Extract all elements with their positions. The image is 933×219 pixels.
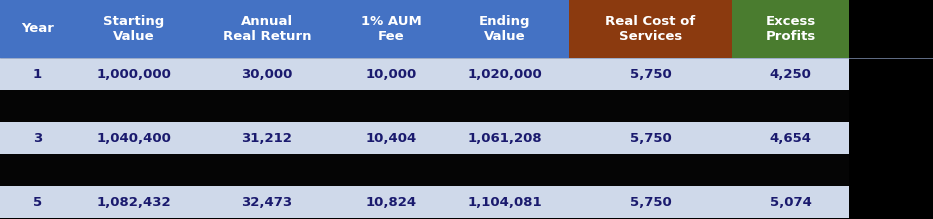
Text: 3: 3 — [33, 131, 42, 145]
FancyBboxPatch shape — [0, 122, 75, 154]
Text: Ending
Value: Ending Value — [480, 15, 531, 43]
Text: 1,061,208: 1,061,208 — [467, 131, 542, 145]
Text: Annual
Real Return: Annual Real Return — [223, 15, 312, 43]
Text: Real Cost of
Services: Real Cost of Services — [606, 15, 696, 43]
Text: 4,654: 4,654 — [770, 131, 812, 145]
FancyBboxPatch shape — [75, 58, 193, 90]
FancyBboxPatch shape — [341, 186, 441, 218]
Text: 5: 5 — [33, 196, 42, 208]
Text: 5,750: 5,750 — [630, 131, 672, 145]
Text: 30,000: 30,000 — [242, 67, 293, 81]
Text: 10,824: 10,824 — [366, 196, 416, 208]
FancyBboxPatch shape — [193, 154, 341, 186]
FancyBboxPatch shape — [732, 186, 849, 218]
Text: 1,000,000: 1,000,000 — [96, 67, 172, 81]
Text: Year: Year — [21, 23, 54, 35]
Text: 1,104,081: 1,104,081 — [467, 196, 542, 208]
FancyBboxPatch shape — [75, 154, 193, 186]
FancyBboxPatch shape — [441, 58, 569, 90]
FancyBboxPatch shape — [441, 122, 569, 154]
FancyBboxPatch shape — [732, 90, 849, 122]
FancyBboxPatch shape — [569, 122, 732, 154]
FancyBboxPatch shape — [732, 58, 849, 90]
Text: 10,404: 10,404 — [366, 131, 417, 145]
Text: 10,000: 10,000 — [366, 67, 417, 81]
FancyBboxPatch shape — [75, 90, 193, 122]
Text: 5,074: 5,074 — [770, 196, 812, 208]
FancyBboxPatch shape — [193, 58, 341, 90]
FancyBboxPatch shape — [193, 122, 341, 154]
Text: 5,750: 5,750 — [630, 196, 672, 208]
FancyBboxPatch shape — [341, 58, 441, 90]
FancyBboxPatch shape — [0, 0, 75, 58]
Text: 4,250: 4,250 — [770, 67, 812, 81]
Text: Starting
Value: Starting Value — [104, 15, 164, 43]
FancyBboxPatch shape — [732, 122, 849, 154]
Text: 31,212: 31,212 — [242, 131, 292, 145]
Text: 5,750: 5,750 — [630, 67, 672, 81]
Text: Excess
Profits: Excess Profits — [765, 15, 815, 43]
Text: 1,082,432: 1,082,432 — [97, 196, 172, 208]
FancyBboxPatch shape — [75, 186, 193, 218]
FancyBboxPatch shape — [75, 0, 193, 58]
FancyBboxPatch shape — [441, 154, 569, 186]
FancyBboxPatch shape — [341, 0, 441, 58]
FancyBboxPatch shape — [0, 90, 75, 122]
FancyBboxPatch shape — [569, 58, 732, 90]
Text: 1: 1 — [33, 67, 42, 81]
FancyBboxPatch shape — [569, 0, 732, 58]
FancyBboxPatch shape — [0, 58, 75, 90]
FancyBboxPatch shape — [193, 90, 341, 122]
FancyBboxPatch shape — [0, 186, 75, 218]
FancyBboxPatch shape — [441, 90, 569, 122]
FancyBboxPatch shape — [732, 154, 849, 186]
FancyBboxPatch shape — [341, 90, 441, 122]
FancyBboxPatch shape — [193, 186, 341, 218]
FancyBboxPatch shape — [75, 122, 193, 154]
FancyBboxPatch shape — [0, 154, 75, 186]
FancyBboxPatch shape — [441, 186, 569, 218]
FancyBboxPatch shape — [341, 122, 441, 154]
Text: 32,473: 32,473 — [242, 196, 293, 208]
FancyBboxPatch shape — [193, 0, 341, 58]
Text: 1% AUM
Fee: 1% AUM Fee — [361, 15, 422, 43]
FancyBboxPatch shape — [732, 0, 849, 58]
Text: 1,040,400: 1,040,400 — [96, 131, 172, 145]
FancyBboxPatch shape — [569, 90, 732, 122]
FancyBboxPatch shape — [441, 0, 569, 58]
FancyBboxPatch shape — [569, 154, 732, 186]
Text: 1,020,000: 1,020,000 — [467, 67, 542, 81]
FancyBboxPatch shape — [569, 186, 732, 218]
FancyBboxPatch shape — [341, 154, 441, 186]
